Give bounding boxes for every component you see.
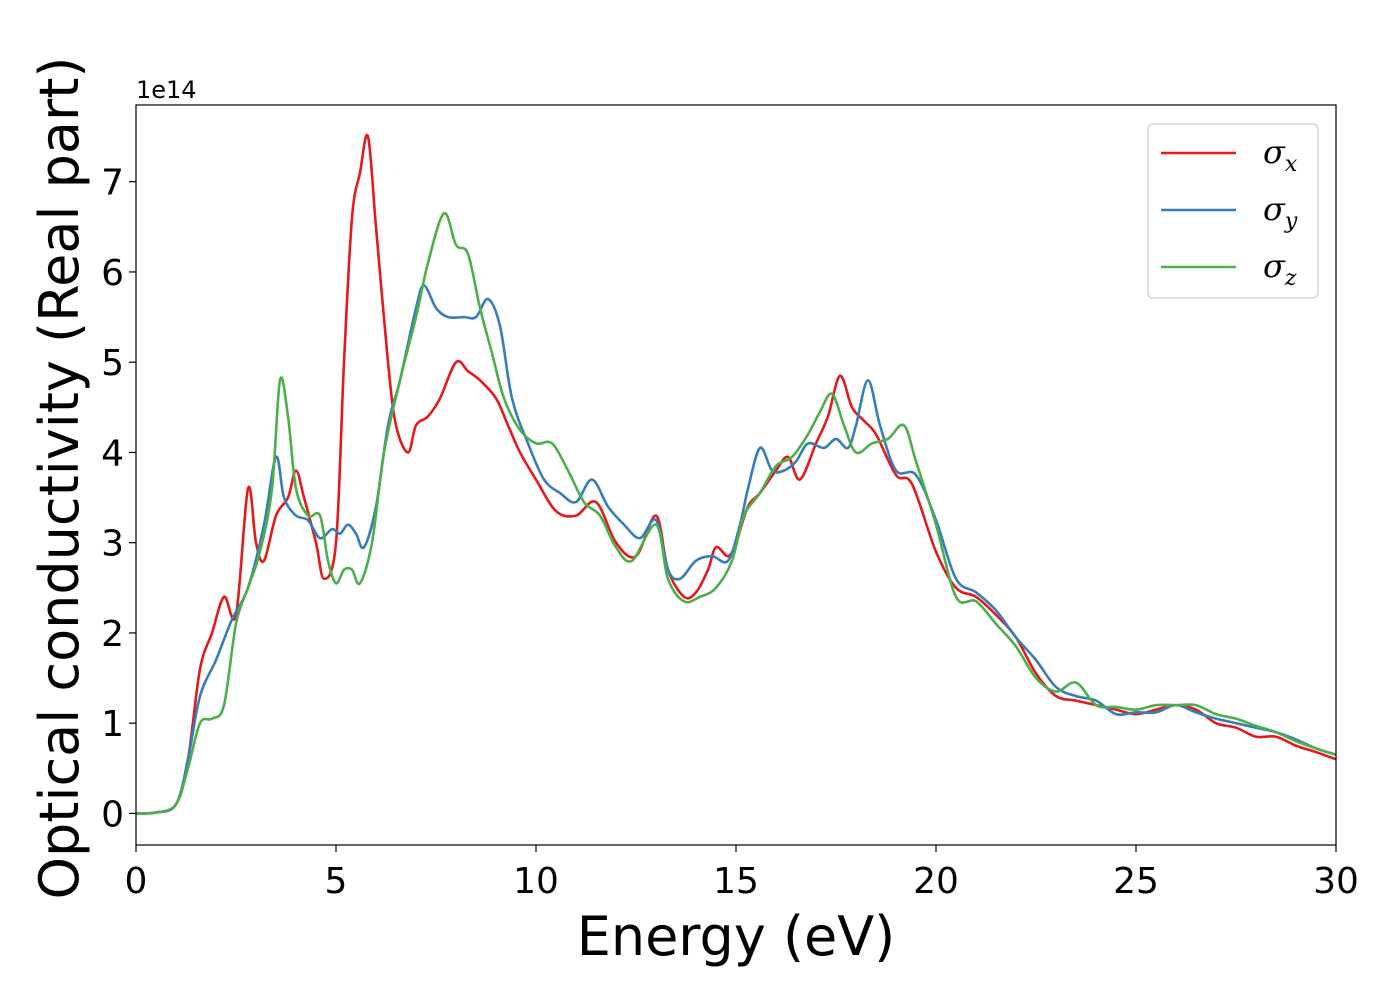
x-tick-label: 0 <box>125 861 148 902</box>
y-axis-label: Optical conductivity (Real part) <box>28 57 91 900</box>
legend-label-y: σy <box>1263 190 1298 234</box>
y-tick-label: 1 <box>101 704 124 745</box>
y-tick-label: 7 <box>101 163 124 204</box>
y-tick-label: 3 <box>101 524 124 565</box>
plot-background <box>136 105 1336 845</box>
y-offset-label: 1e14 <box>136 76 197 104</box>
y-tick-label: 5 <box>101 343 124 384</box>
y-tick-label: 4 <box>101 433 124 474</box>
tick-layer: 0 5 10 15 20 25 30 0 1 2 3 4 5 6 7 <box>101 163 1359 902</box>
legend-label-x: σx <box>1263 133 1298 177</box>
x-tick-label: 25 <box>1113 861 1159 902</box>
x-tick-label: 5 <box>325 861 348 902</box>
series-layer <box>136 133 1336 815</box>
legend-entries: σx σy σz <box>1161 133 1298 291</box>
y-tick-label: 0 <box>101 794 124 835</box>
x-axis-label: Energy (eV) <box>577 905 896 968</box>
legend-label-z: σz <box>1263 247 1297 291</box>
x-tick-label: 10 <box>513 861 559 902</box>
x-tick-label: 20 <box>913 861 959 902</box>
legend: σx σy σz <box>1147 123 1319 299</box>
x-tick-label: 30 <box>1313 861 1359 902</box>
y-tick-label: 6 <box>101 253 124 294</box>
series-line-z <box>136 211 1336 815</box>
y-tick-label: 2 <box>101 614 124 655</box>
x-tick-label: 15 <box>713 861 759 902</box>
